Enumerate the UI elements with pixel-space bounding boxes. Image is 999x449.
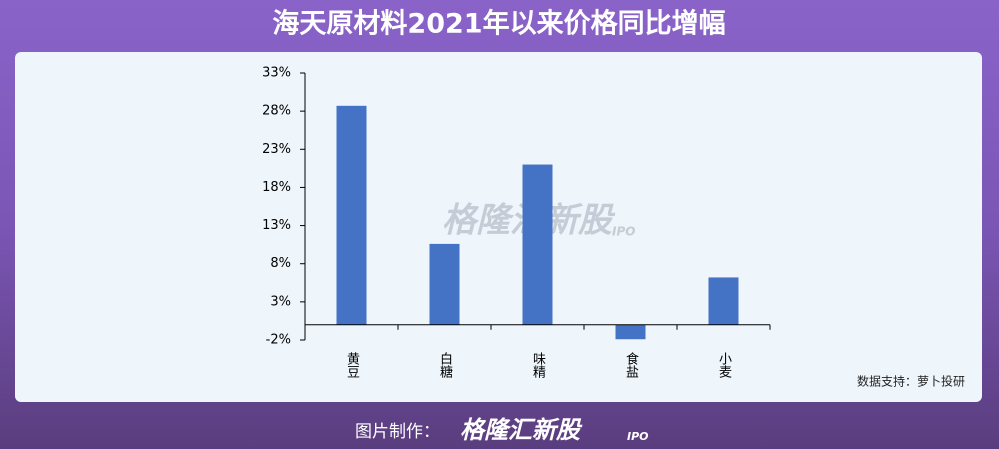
x-tick-label: 食盐 [623,351,639,378]
bar [429,243,460,325]
x-tick-label: 味精 [530,352,546,378]
bar [615,324,646,340]
y-tick-label: 13% [262,218,291,233]
y-tick-label: 3% [270,294,291,309]
bar [336,105,367,325]
y-tick-label: 28% [262,104,291,119]
bar [522,164,553,325]
footer-label: 图片制作： [355,422,440,442]
source: 数据支持：萝卜投研 [857,374,965,389]
y-tick-label: 23% [262,142,291,157]
chart-title: 海天原材料2021年以来价格同比增幅 [272,8,725,40]
bar [708,277,739,325]
y-tick-label: 18% [262,180,291,195]
x-tick-label: 白糖 [437,351,453,379]
footer-brand-suffix: IPO [627,430,649,443]
watermark-suffix: IPO [612,225,635,239]
y-tick-label: 33% [262,66,291,81]
panel [15,52,982,402]
footer-brand: 格隆汇新股 [460,416,583,444]
y-tick-label: -2% [266,333,291,348]
x-tick-label: 小麦 [716,352,732,378]
y-tick-label: 8% [270,256,291,271]
x-tick-label: 黄豆 [344,352,360,378]
